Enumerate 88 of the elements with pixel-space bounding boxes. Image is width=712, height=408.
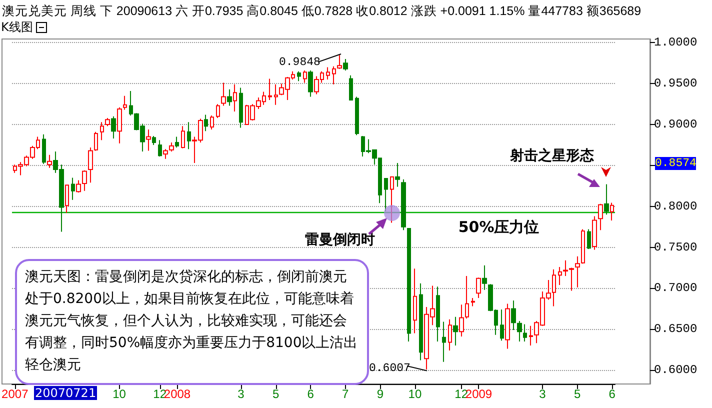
- candlestick: [146, 128, 151, 152]
- candlestick: [42, 134, 46, 164]
- candlestick: [216, 104, 220, 118]
- candlestick: [227, 88, 232, 106]
- candlestick: [558, 266, 562, 286]
- candlestick: [65, 184, 69, 214]
- candlestick: [158, 140, 162, 157]
- candlestick: [117, 106, 122, 144]
- candlestick: [413, 268, 417, 334]
- y-tick-label: 0.7000: [654, 281, 698, 296]
- candlestick: [453, 316, 458, 346]
- candlestick: [395, 162, 400, 188]
- candlestick: [175, 136, 179, 148]
- candlestick: [517, 320, 522, 342]
- x-tick-label: 7: [342, 387, 350, 401]
- candlestick: [233, 84, 237, 112]
- candlestick: [268, 78, 272, 100]
- annotation: 雷曼倒闭时: [305, 231, 375, 249]
- candlestick: [181, 126, 185, 149]
- y-tick-label: 0.9000: [654, 118, 698, 132]
- candlestick: [204, 114, 208, 132]
- candlestick: [71, 177, 75, 200]
- x-tick-label: 5: [272, 387, 280, 401]
- candlestick: [221, 82, 226, 106]
- candlestick: [476, 277, 481, 299]
- candlestick: [407, 228, 411, 342]
- candlestick: [436, 286, 440, 342]
- x-tick-label: 5: [574, 387, 581, 401]
- candlestick: [592, 216, 597, 250]
- y-tick-label: 1.0000: [654, 36, 698, 50]
- candlestick: [343, 58, 348, 72]
- text: 0.8574: [655, 157, 696, 170]
- candlestick: [100, 122, 104, 141]
- candlestick: [523, 324, 527, 342]
- candlestick: [390, 176, 394, 224]
- x-tick-label: 10: [112, 387, 126, 401]
- candlestick: [604, 184, 609, 216]
- candlestick: [297, 70, 301, 82]
- x-tick-label: 6: [307, 387, 314, 401]
- annotation: 0.6007: [369, 362, 410, 375]
- candlestick: [448, 318, 452, 351]
- candlestick: [303, 70, 307, 84]
- chart-title: 澳元兑美元 周线 下 20090613 六 开0.7935 高0.8045 低0.7828 收0.8012 涨跌 +0.0091 1.15% 量447783 额365689: [2, 3, 642, 20]
- candlestick: [308, 70, 313, 98]
- candlestick: [471, 298, 475, 307]
- candlestick: [505, 303, 510, 350]
- candlestick: [349, 74, 353, 100]
- candlestick: [610, 202, 614, 221]
- chart-subtitle: K线图: [1, 19, 33, 36]
- candlestick: [274, 84, 278, 106]
- x-tick-label: 3: [539, 387, 546, 401]
- candlestick: [442, 321, 446, 362]
- y-tick-label: 0.8000: [654, 199, 698, 214]
- candlestick: [187, 122, 191, 150]
- text: 20070721: [34, 386, 98, 400]
- candlestick: [598, 203, 603, 231]
- x-tick-label: 3: [238, 387, 245, 401]
- candlestick: [123, 95, 127, 110]
- y-tick-label: 0.7500: [654, 240, 698, 254]
- candlestick: [332, 66, 336, 85]
- candlestick: [239, 87, 243, 128]
- candlestick: [210, 115, 214, 130]
- candlestick: [82, 170, 87, 192]
- x-tick-label: 2007: [2, 387, 29, 401]
- y-tick-label: 0.9500: [654, 76, 698, 91]
- ref-line-label: 50%压力位: [458, 218, 540, 238]
- candlestick: [355, 96, 359, 136]
- candlestick: [111, 116, 116, 139]
- candlestick: [500, 309, 504, 342]
- candlestick: [482, 264, 487, 290]
- x-tick-label: 6: [608, 387, 616, 401]
- candlestick: [337, 54, 342, 70]
- y-tick-label: 0.6000: [654, 363, 698, 378]
- annotation: 澳元天图：雷曼倒闭是次贷深化的标志，倒闭前澳元处于0.8200以上，如果目前恢复在此位，可能意味着澳元元气恢复，但个人认为，比较难实现，可能还会有调整，同时50%幅度亦为重要压力于8100以上沽出轻仓澳元: [15, 259, 369, 385]
- x-tick-label: 10: [408, 387, 422, 401]
- annotation: 0.9848: [279, 56, 320, 69]
- candlestick: [47, 154, 52, 168]
- candlestick: [76, 180, 81, 193]
- candlestick: [511, 300, 516, 330]
- candlestick: [401, 178, 406, 231]
- candlestick: [326, 66, 330, 80]
- x-tick-label: 9: [376, 387, 384, 401]
- y-tick-label: 0.6500: [654, 322, 698, 336]
- candlestick: [419, 282, 423, 361]
- candlestick: [105, 117, 110, 127]
- annotation: 射击之星形态: [510, 147, 594, 165]
- candlestick: [152, 135, 156, 146]
- candlestick: [587, 228, 591, 250]
